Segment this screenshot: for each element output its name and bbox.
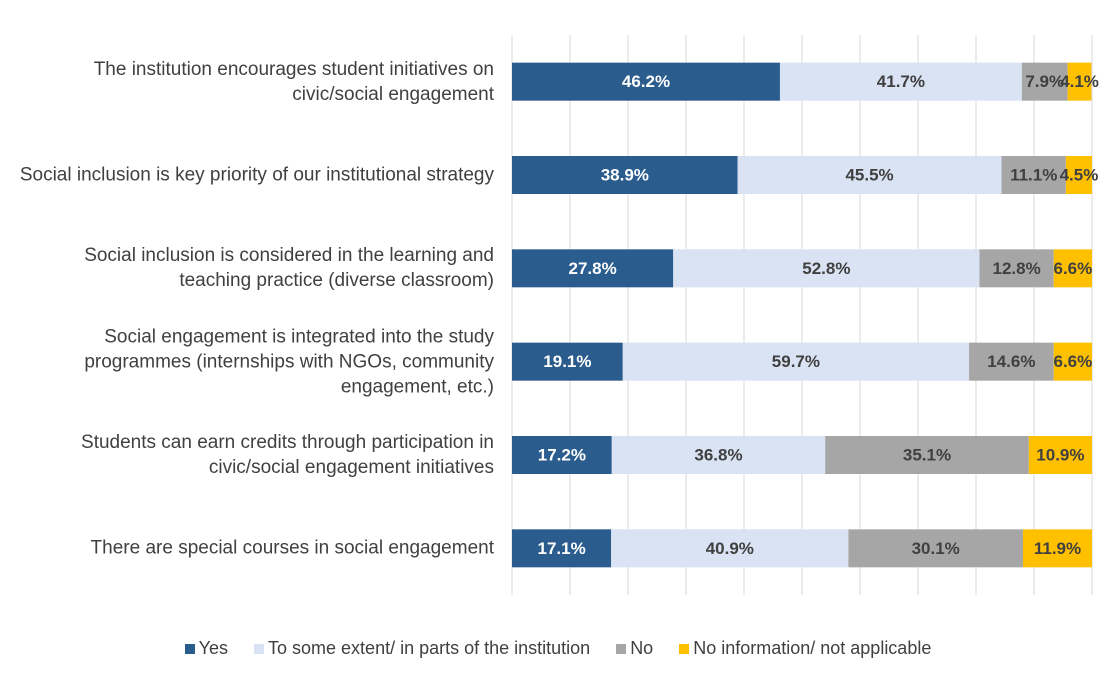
bar-segment xyxy=(611,529,849,568)
legend-label: Yes xyxy=(198,638,229,658)
bar-segment xyxy=(611,436,826,474)
legend-item: Yes xyxy=(184,638,229,659)
value-label: 40.9% xyxy=(706,539,754,558)
legend-swatch xyxy=(616,643,627,654)
legend-swatch xyxy=(679,643,690,654)
bar-segment xyxy=(512,156,738,194)
value-label: 4.1% xyxy=(1060,72,1099,91)
bar-segment xyxy=(512,249,674,288)
bar-segment xyxy=(737,156,1002,194)
bar-segment xyxy=(622,342,970,381)
category-label: There are special courses in social enga… xyxy=(90,537,494,559)
value-label: 6.6% xyxy=(1053,259,1092,278)
value-label: 12.8% xyxy=(992,259,1040,278)
bar-segment xyxy=(825,436,1029,474)
bar-segment xyxy=(1028,436,1092,474)
bar-segment xyxy=(848,529,1023,568)
category-label: Social inclusion is considered in the le… xyxy=(84,245,494,292)
bar-segment xyxy=(1067,62,1092,101)
legend-label: No information/ not applicable xyxy=(693,638,932,658)
value-label: 27.8% xyxy=(569,259,617,278)
legend-item: No information/ not applicable xyxy=(679,638,931,659)
value-label: 17.2% xyxy=(538,445,586,464)
bar-segment xyxy=(1065,156,1092,194)
value-label: 11.1% xyxy=(1010,165,1057,184)
value-label: 7.9% xyxy=(1025,72,1064,91)
bar-segment xyxy=(1021,62,1068,101)
legend: Yes To some extent/ in parts of the insti… xyxy=(0,638,1116,659)
value-label: 19.1% xyxy=(543,352,591,371)
bar-segment xyxy=(673,249,980,288)
bar-segment xyxy=(1001,156,1066,194)
value-label: 35.1% xyxy=(903,445,951,464)
value-label: 52.8% xyxy=(802,259,850,278)
value-label: 59.7% xyxy=(772,352,820,371)
bar-segment xyxy=(512,529,612,568)
legend-item: To some extent/ in parts of the institut… xyxy=(254,638,590,659)
value-label: 11.9% xyxy=(1034,539,1081,558)
bar-segment xyxy=(1053,342,1092,381)
legend-swatch xyxy=(254,643,265,654)
value-label: 36.8% xyxy=(694,445,742,464)
value-label: 46.2% xyxy=(622,72,670,91)
bar-segment xyxy=(779,62,1022,101)
bar-segment xyxy=(512,342,623,381)
value-label: 10.9% xyxy=(1036,445,1084,464)
value-label: 38.9% xyxy=(601,165,649,184)
value-label: 6.6% xyxy=(1053,352,1092,371)
legend-label: No xyxy=(630,638,654,658)
bar-segment xyxy=(969,342,1054,381)
bar-segment xyxy=(1022,529,1092,568)
bar-segment xyxy=(512,62,780,101)
legend-label: To some extent/ in parts of the institut… xyxy=(268,638,591,658)
category-label: Social engagement is integrated into the… xyxy=(84,326,494,398)
value-label: 45.5% xyxy=(845,165,893,184)
value-label: 30.1% xyxy=(912,539,960,558)
legend-swatch xyxy=(184,643,195,654)
legend-item: No xyxy=(616,638,653,659)
value-label: 14.6% xyxy=(987,352,1035,371)
category-label: The institution encourages student initi… xyxy=(93,58,494,105)
bar-segment xyxy=(979,249,1054,288)
category-label: Students can earn credits through partic… xyxy=(81,432,494,478)
value-label: 17.1% xyxy=(537,539,585,558)
bar-segment xyxy=(1053,249,1092,288)
bar-segment xyxy=(512,436,612,474)
category-label: Social inclusion is key priority of our … xyxy=(19,164,494,186)
value-label: 41.7% xyxy=(877,72,925,91)
value-label: 4.5% xyxy=(1060,165,1099,184)
